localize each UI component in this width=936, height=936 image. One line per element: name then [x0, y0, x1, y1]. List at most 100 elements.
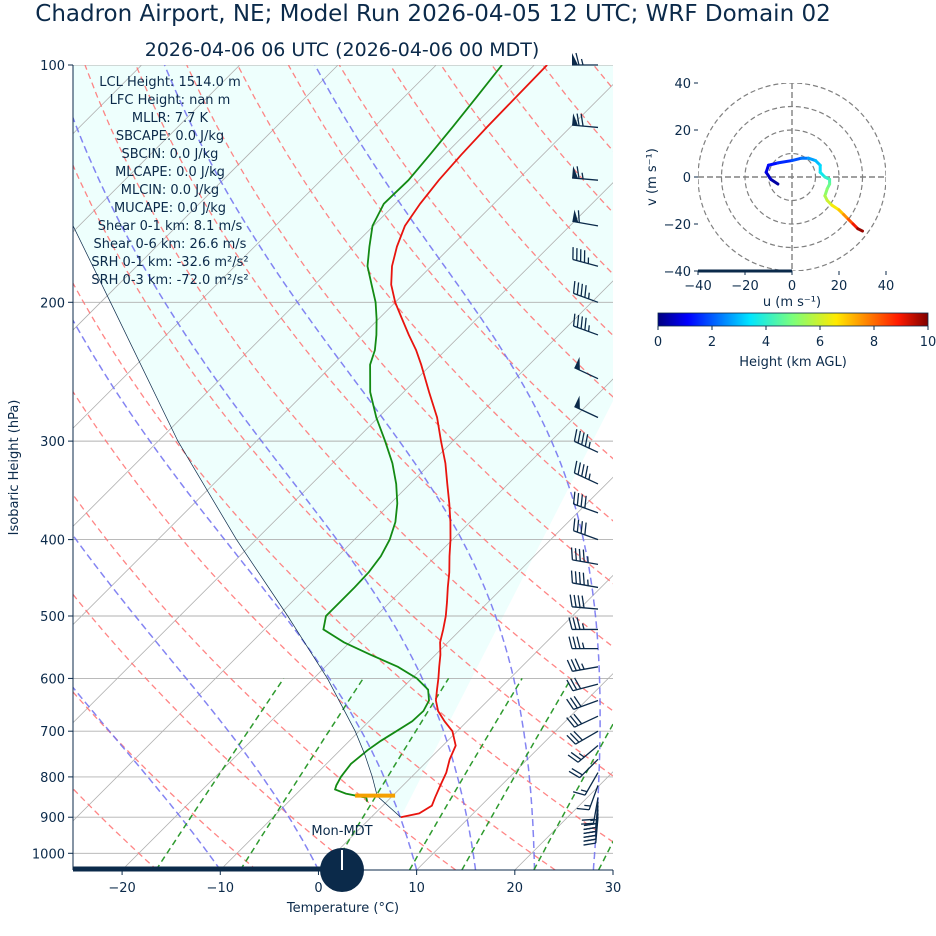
barb-full	[574, 658, 581, 671]
barb-full	[574, 677, 582, 690]
mixing-ratio-line	[239, 677, 364, 870]
wind-barb	[574, 395, 599, 419]
barb-shaft	[573, 503, 599, 514]
colorbar-tick-label: 2	[708, 335, 716, 350]
barb-shaft	[574, 715, 599, 728]
mixing-ratio-line	[461, 678, 572, 870]
y-tick-label: 400	[40, 534, 65, 549]
barb-full	[576, 636, 581, 649]
stat-line: SBCIN: 0.0 J/kg	[122, 147, 219, 162]
barb-full	[580, 113, 584, 127]
barb-full	[573, 713, 583, 725]
barb-full	[576, 166, 580, 179]
colorbar-tick-label: 4	[762, 335, 770, 350]
barb-full	[576, 617, 581, 630]
stat-line: MLLR: 7.7 K	[132, 111, 209, 126]
barb-full	[581, 464, 585, 477]
barb-flag	[572, 53, 578, 65]
dry-adiabat	[338, 65, 613, 398]
mixing-ratio-line	[597, 840, 613, 870]
x-tick-label: −20	[108, 881, 135, 896]
barb-full	[581, 432, 585, 445]
barb-full	[569, 594, 573, 607]
isotherm-line	[73, 182, 613, 724]
barb-shaft	[572, 582, 599, 589]
wind-barb	[567, 745, 599, 763]
hodograph-plot-area	[698, 83, 886, 271]
wind-barb	[566, 658, 599, 672]
barb-full	[570, 659, 577, 671]
y-axis-label: Isobaric Height (hPa)	[7, 400, 22, 536]
stat-line: Shear 0-6 km: 26.6 m/s	[94, 237, 247, 252]
barb-full	[581, 595, 585, 608]
barb-half	[590, 818, 597, 822]
moist-adiabat	[73, 318, 418, 870]
y-tick-label: 100	[40, 59, 65, 74]
isotherm-line	[219, 476, 613, 870]
isotherm-line	[711, 65, 936, 870]
isotherm-line	[73, 65, 535, 527]
x-tick-label: 0	[314, 881, 322, 896]
barb-full	[576, 315, 580, 328]
x-axis-label: Temperature (°C)	[286, 901, 399, 916]
barb-shaft	[595, 817, 599, 844]
barb-full	[570, 570, 574, 583]
wind-barb	[581, 797, 599, 825]
barb-full	[573, 730, 583, 741]
barb-full	[572, 313, 576, 327]
barb-full	[577, 210, 580, 223]
barb-full	[576, 493, 580, 506]
stat-line: Shear 0-1 km: 8.1 m/s	[98, 219, 243, 234]
barb-full	[566, 659, 573, 672]
barb-full	[580, 521, 584, 534]
colorbar-tick-label: 6	[816, 335, 824, 350]
barb-shaft	[572, 258, 599, 267]
barb-full	[584, 285, 587, 298]
isotherm-line	[73, 65, 437, 429]
stat-line: LCL Height: 1514.0 m	[99, 75, 240, 90]
skew-t-background	[73, 65, 936, 870]
x-tick-label: −10	[207, 881, 234, 896]
barb-half	[584, 804, 591, 807]
hodo-x-tick-label: 0	[788, 279, 796, 294]
dry-adiabat	[73, 390, 556, 870]
colorbar-tick-label: 8	[870, 335, 878, 350]
barb-full	[576, 282, 580, 295]
hodograph-segment	[856, 227, 864, 233]
barb-full	[578, 571, 581, 585]
hodo-y-tick-label: −40	[664, 265, 691, 280]
hodo-x-tick-label: −20	[731, 279, 758, 294]
hodo-y-label: v (m s⁻¹)	[645, 148, 660, 206]
x-tick-label: 20	[507, 881, 524, 896]
clock-label: Mon-MDT	[311, 824, 372, 839]
sounding-stats: LCL Height: 1514.0 m LFC Height: nan m MLL…	[91, 75, 248, 288]
barb-full	[577, 430, 582, 444]
dry-adiabat	[73, 281, 613, 843]
isotherm-line	[73, 65, 339, 331]
dry-adiabat	[73, 691, 257, 870]
wind-barb	[572, 518, 599, 541]
hodo-x-tick-label: −40	[684, 279, 711, 294]
barb-full	[584, 495, 587, 509]
hodo-x-label: u (m s⁻¹)	[763, 295, 821, 310]
barb-full	[584, 465, 589, 479]
chart-title: Chadron Airport, NE; Model Run 2026-04-0…	[35, 1, 830, 27]
barb-full	[570, 751, 582, 761]
wind-barb	[568, 636, 598, 650]
barb-half	[580, 58, 584, 66]
barb-shaft	[574, 367, 599, 380]
wind-barb	[572, 113, 599, 129]
barb-full	[572, 636, 577, 649]
time-clock: Mon-MDT	[311, 824, 373, 892]
dry-adiabat	[73, 787, 158, 870]
barb-full	[574, 571, 577, 584]
wind-barb	[572, 313, 599, 336]
wind-barb	[572, 52, 598, 66]
barb-shaft	[575, 730, 599, 745]
height-colorbar: 0 2 4 6 8 10 Height (km AGL)	[654, 312, 936, 370]
wind-barb	[566, 696, 599, 711]
barb-full	[570, 547, 574, 560]
hodo-y-tick-label: 40	[674, 77, 691, 92]
barb-full	[571, 767, 583, 776]
